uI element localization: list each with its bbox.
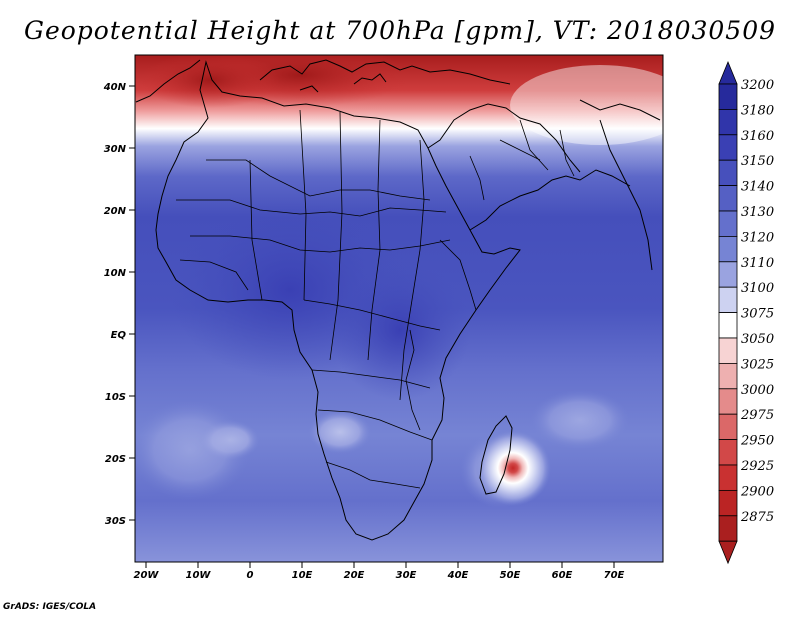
colorbar-label: 2925 [740,459,774,474]
colorbar-label: 3130 [741,205,774,220]
lon-label: 30E [396,570,417,581]
colorbar-box [718,362,738,390]
lon-label: 0 [247,570,254,581]
colorbar-box [718,337,738,364]
lat-label: 40N [103,82,127,93]
colorbar-box [718,235,738,263]
colorbar-box [718,83,738,110]
colorbar-label: 3110 [741,256,774,271]
lat-label: 10N [104,268,127,279]
cyclone-low-center [475,430,551,506]
colorbar-label: 3025 [741,357,774,372]
lon-label: 70E [604,570,625,581]
colorbar-box [718,109,738,136]
colorbar-box [718,312,738,339]
colorbar-box [718,286,738,314]
colorbar-box [718,388,738,415]
lat-label: 10S [105,392,126,403]
lat-label: 30S [105,516,126,527]
colorbar-label: 3160 [741,129,774,144]
lon-label: 10W [186,570,212,581]
colorbar-box [718,185,738,212]
lon-label: 60E [552,570,573,581]
colorbar-label: 3200 [741,78,774,93]
colorbar-box [718,134,738,161]
colorbar: 3200 3180 3160 3150 3140 3130 3120 3110 3100 3075… [718,60,774,565]
colorbar-box [718,159,738,186]
height-field [135,55,663,562]
colorbar-label: 2975 [740,408,774,423]
lat-labels: 40N 30N 20N 10N EQ 10S 20S 30S [103,82,127,527]
colorbar-label: 3120 [741,230,774,245]
lat-label: 30N [104,144,127,155]
colorbar-label: 3140 [741,180,774,195]
colorbar-label: 3000 [741,383,774,398]
lat-label: 20S [105,454,126,465]
country-borders [176,109,575,489]
lon-label: 10E [292,570,313,581]
colorbar-label: 2875 [740,510,774,525]
lon-label: 50E [500,570,521,581]
map-frame [134,54,664,563]
colorbar-top-arrow [718,60,738,85]
lon-label: 20W [134,570,160,581]
colorbar-label: 3150 [741,154,774,169]
colorbar-label: 3050 [741,332,774,347]
colorbar-box [718,210,738,237]
lon-label: 40E [447,570,469,581]
colorbar-label: 3100 [741,281,774,296]
lon-labels: 20W 10W 0 10E 20E 30E 40E 50E 60E 70E [134,570,625,581]
map-title: Geopotential Height at 700hPa [gpm], VT:… [23,16,777,45]
grads-credit: GrADS: IGES/COLA [3,602,97,612]
colorbar-label: 3075 [741,307,774,322]
lon-label: 20E [344,570,365,581]
colorbar-box [718,261,738,288]
colorbar-bottom-arrow [718,540,738,565]
lat-label: 20N [104,206,127,217]
colorbar-box [718,489,738,517]
lat-ticks [129,85,135,521]
colorbar-box [718,515,738,542]
lat-label: EQ [111,330,127,341]
colorbar-label: 2900 [740,484,774,499]
colorbar-box [718,439,738,466]
colorbar-box [718,413,738,441]
coastlines [135,59,661,541]
colorbar-box [718,464,738,491]
lon-ticks [145,562,615,568]
colorbar-label: 3180 [741,103,774,118]
colorbar-label: 2950 [740,434,774,449]
